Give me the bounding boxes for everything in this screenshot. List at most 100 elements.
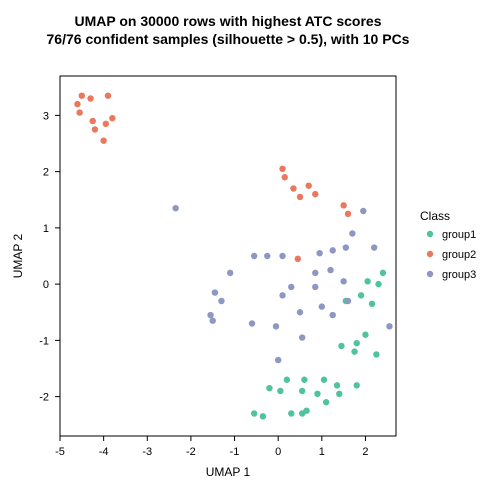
data-point	[207, 312, 213, 318]
data-point	[279, 292, 285, 298]
x-tick-label: 2	[362, 446, 368, 458]
data-point	[362, 332, 368, 338]
data-point	[290, 185, 296, 191]
data-point	[354, 382, 360, 388]
data-point	[340, 202, 346, 208]
data-point	[340, 278, 346, 284]
legend-swatch	[427, 271, 433, 277]
data-point	[74, 101, 80, 107]
data-point	[354, 340, 360, 346]
legend-swatch	[427, 231, 433, 237]
data-point	[334, 382, 340, 388]
data-point	[260, 413, 266, 419]
data-point	[306, 182, 312, 188]
data-point	[327, 267, 333, 273]
y-tick-label: 1	[43, 223, 49, 235]
x-tick-label: -5	[55, 446, 65, 458]
data-point	[299, 388, 305, 394]
data-point	[100, 137, 106, 143]
data-point	[386, 323, 392, 329]
data-point	[297, 194, 303, 200]
x-tick-label: -4	[99, 446, 109, 458]
data-point	[103, 121, 109, 127]
data-point	[279, 253, 285, 259]
data-point	[380, 270, 386, 276]
data-point	[312, 284, 318, 290]
data-point	[249, 320, 255, 326]
y-tick-label: 0	[43, 279, 49, 291]
data-point	[321, 377, 327, 383]
legend-title: Class	[420, 209, 450, 223]
data-point	[277, 388, 283, 394]
chart-title-1: UMAP on 30000 rows with highest ATC scor…	[74, 13, 381, 29]
x-tick-label: 0	[275, 446, 281, 458]
data-point	[319, 303, 325, 309]
data-point	[288, 284, 294, 290]
data-point	[360, 208, 366, 214]
data-point	[345, 298, 351, 304]
data-point	[273, 323, 279, 329]
data-point	[282, 174, 288, 180]
chart-svg: UMAP on 30000 rows with highest ATC scor…	[0, 0, 504, 504]
data-point	[314, 391, 320, 397]
data-point	[275, 357, 281, 363]
data-point	[358, 292, 364, 298]
data-point	[92, 126, 98, 132]
data-point	[284, 377, 290, 383]
data-point	[349, 230, 355, 236]
x-tick-label: 1	[319, 446, 325, 458]
y-tick-label: -2	[39, 392, 49, 404]
data-point	[210, 317, 216, 323]
data-point	[330, 247, 336, 253]
data-point	[266, 385, 272, 391]
data-point	[227, 270, 233, 276]
data-point	[338, 343, 344, 349]
data-point	[330, 312, 336, 318]
y-axis-label: UMAP 2	[11, 233, 25, 278]
y-tick-label: 2	[43, 167, 49, 179]
data-point	[343, 244, 349, 250]
data-point	[373, 351, 379, 357]
data-point	[336, 391, 342, 397]
data-point	[316, 250, 322, 256]
data-point	[264, 253, 270, 259]
data-point	[303, 407, 309, 413]
data-point	[295, 256, 301, 262]
data-point	[312, 191, 318, 197]
data-point	[345, 211, 351, 217]
data-point	[212, 289, 218, 295]
data-point	[301, 377, 307, 383]
data-point	[218, 298, 224, 304]
data-point	[172, 205, 178, 211]
data-point	[251, 410, 257, 416]
data-point	[76, 109, 82, 115]
data-point	[323, 399, 329, 405]
data-point	[90, 118, 96, 124]
x-tick-label: -2	[186, 446, 196, 458]
legend-label: group1	[442, 229, 476, 241]
x-tick-label: -3	[142, 446, 152, 458]
data-point	[79, 92, 85, 98]
data-point	[105, 92, 111, 98]
y-tick-label: 3	[43, 110, 49, 122]
data-point	[371, 244, 377, 250]
data-point	[288, 410, 294, 416]
data-point	[279, 166, 285, 172]
data-point	[312, 270, 318, 276]
data-point	[375, 281, 381, 287]
x-tick-label: -1	[230, 446, 240, 458]
umap-scatter-chart: UMAP on 30000 rows with highest ATC scor…	[0, 0, 504, 504]
chart-title-2: 76/76 confident samples (silhouette > 0.…	[47, 31, 410, 47]
data-point	[369, 301, 375, 307]
data-point	[251, 253, 257, 259]
data-point	[87, 95, 93, 101]
legend-swatch	[427, 251, 433, 257]
data-point	[364, 278, 370, 284]
x-axis-label: UMAP 1	[206, 465, 251, 479]
data-point	[299, 334, 305, 340]
legend-label: group2	[442, 249, 476, 261]
legend-label: group3	[442, 269, 476, 281]
data-point	[109, 115, 115, 121]
data-point	[297, 309, 303, 315]
y-tick-label: -1	[39, 335, 49, 347]
